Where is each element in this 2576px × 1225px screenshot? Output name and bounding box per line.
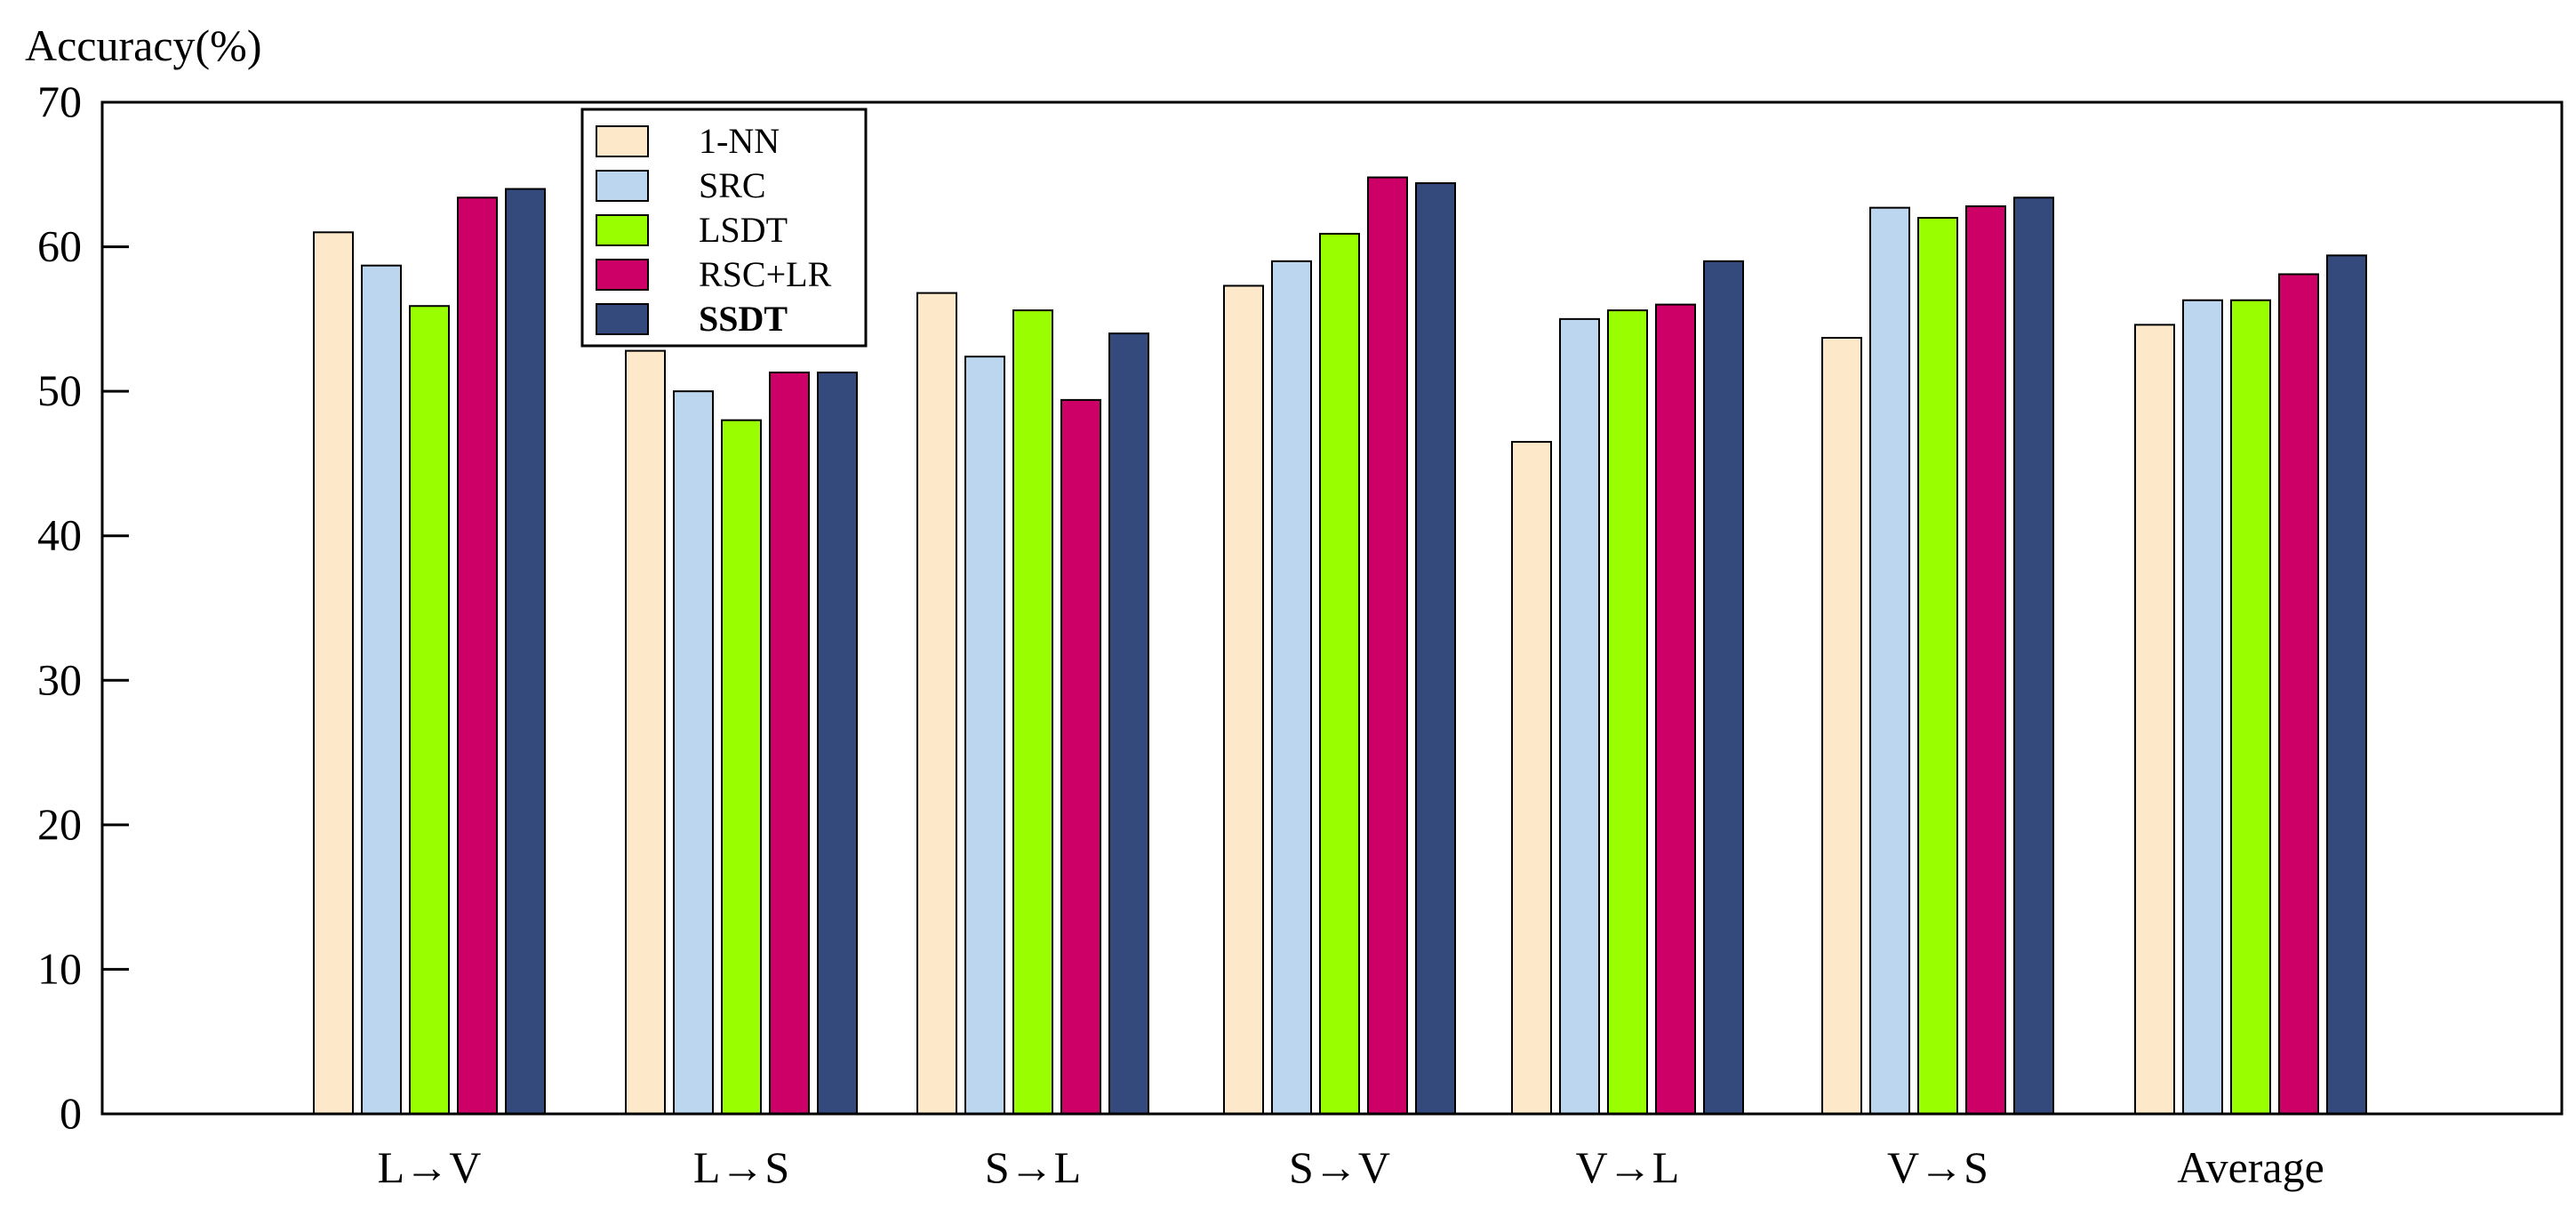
x-tick-label: L→S (693, 1142, 789, 1192)
bar-1-nn (625, 349, 666, 1115)
x-tick-label: V→S (1887, 1142, 1988, 1192)
bar-lsdt (1607, 309, 1648, 1115)
y-tick-label: 10 (37, 943, 82, 993)
x-axis-tick-labels: L→V L→S S→L S→V V→L V→S Average (378, 1142, 2324, 1192)
legend-item: SRC (596, 165, 766, 205)
bar-rsc-lr (2278, 273, 2319, 1115)
bar-group (1223, 176, 1456, 1116)
bar-ssdt (2013, 196, 2054, 1116)
legend-swatch (596, 170, 649, 202)
bar-1-nn (2134, 324, 2175, 1115)
bar-src (964, 356, 1005, 1115)
bar-lsdt (1012, 309, 1053, 1115)
x-tick-label: V→L (1576, 1142, 1680, 1192)
bar-ssdt (1415, 182, 1456, 1115)
bar-lsdt (2230, 299, 2271, 1116)
bar-1-nn (1223, 284, 1264, 1116)
legend-label: SSDT (699, 299, 788, 339)
bar-src (1869, 206, 1910, 1116)
y-tick-label: 0 (60, 1088, 82, 1138)
bar-group (916, 292, 1149, 1116)
bar-src (1559, 317, 1600, 1116)
bar-src (2182, 299, 2223, 1116)
bar-src (1271, 260, 1312, 1116)
x-tick-label: S→V (1289, 1142, 1390, 1192)
bar-rsc-lr (1655, 303, 1696, 1116)
bar-group (313, 188, 546, 1116)
bar-rsc-lr (457, 196, 498, 1116)
bar-group (1511, 260, 1744, 1116)
legend-label: SRC (699, 165, 766, 205)
legend-swatch (596, 125, 649, 157)
bar-src (673, 390, 714, 1115)
bar-1-nn (1511, 441, 1552, 1115)
legend-swatch (596, 303, 649, 335)
bar-group (625, 349, 858, 1116)
legend-label: RSC+LR (699, 254, 832, 294)
legend-item: 1-NN (596, 121, 780, 161)
legend-item: LSDT (596, 210, 788, 250)
y-axis-label: Accuracy(%) (25, 20, 261, 70)
y-tick-label: 50 (37, 365, 82, 415)
bar-rsc-lr (769, 372, 810, 1116)
bar-1-nn (313, 231, 354, 1116)
bar-ssdt (817, 372, 858, 1116)
legend-label: LSDT (699, 210, 788, 250)
bar-rsc-lr (1965, 205, 2006, 1115)
bar-ssdt (2326, 254, 2367, 1115)
bar-ssdt (1108, 332, 1149, 1116)
bar-ssdt (1703, 260, 1744, 1116)
bar-lsdt (1917, 217, 1958, 1116)
x-tick-label: Average (2177, 1142, 2324, 1192)
legend-item: SSDT (596, 299, 788, 339)
bar-rsc-lr (1367, 176, 1408, 1116)
bar-lsdt (721, 419, 762, 1115)
bar-ssdt (505, 188, 546, 1116)
legend-swatch (596, 214, 649, 246)
bar-src (361, 264, 402, 1116)
bar-group (1821, 196, 2054, 1116)
legend-label: 1-NN (699, 121, 780, 161)
y-tick-label: 20 (37, 799, 82, 849)
bar-rsc-lr (1060, 398, 1101, 1115)
y-tick-label: 70 (37, 76, 82, 126)
legend-swatch (596, 259, 649, 291)
y-tick-label: 30 (37, 654, 82, 704)
bar-1-nn (1821, 336, 1862, 1115)
y-axis-ticks: 0 10 20 30 40 50 60 70 (37, 76, 129, 1138)
bar-lsdt (409, 305, 450, 1115)
legend-item: RSC+LR (596, 254, 832, 294)
bar-1-nn (916, 292, 957, 1115)
y-tick-label: 40 (37, 510, 82, 560)
y-tick-label: 60 (37, 221, 82, 271)
bar-lsdt (1319, 232, 1360, 1115)
x-tick-label: S→L (985, 1142, 1081, 1192)
bar-group (2134, 254, 2367, 1116)
plot-frame (100, 100, 2564, 1116)
x-tick-label: L→V (378, 1142, 482, 1192)
